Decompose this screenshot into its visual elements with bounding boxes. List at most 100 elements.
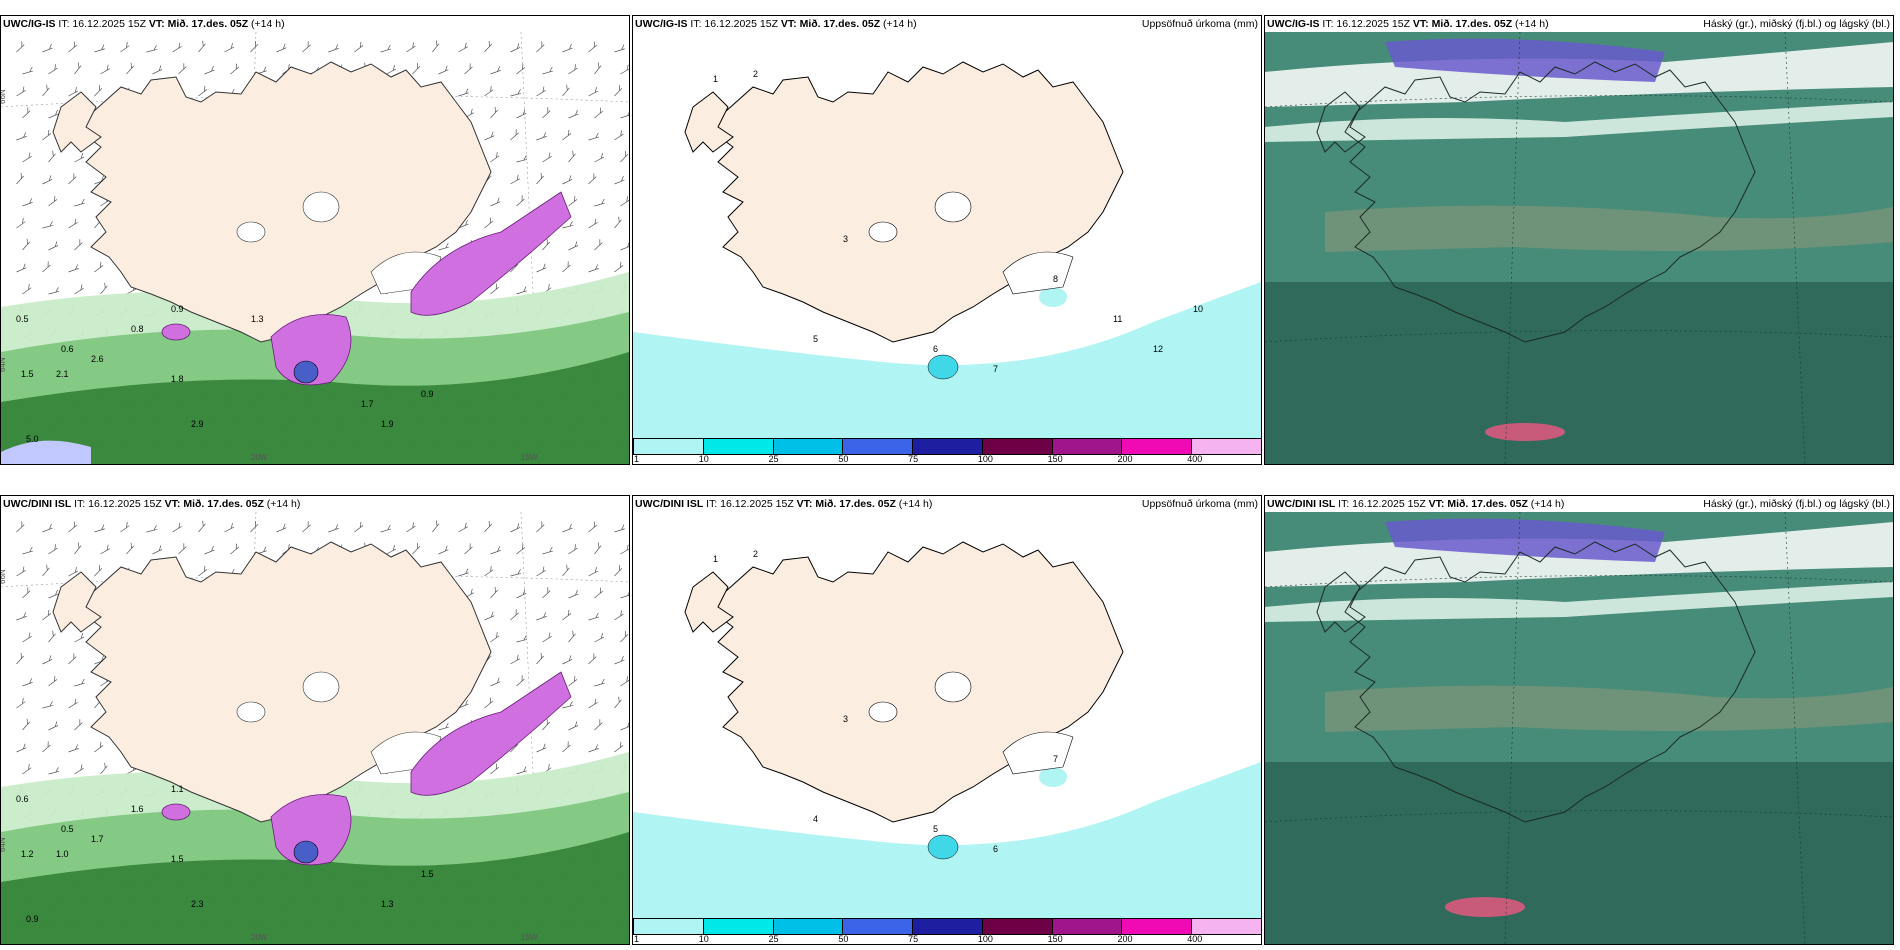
colorbar-tick-label: 100	[977, 934, 993, 944]
precip-value-label: 1.3	[381, 899, 394, 909]
precip-value-label: 1.6	[131, 804, 144, 814]
precip-value-label: 3	[843, 714, 848, 724]
lat-label: 64N	[1, 837, 7, 852]
colorbar-tick-label: 1	[634, 454, 640, 464]
colorbar-swatch	[981, 918, 1053, 935]
precip-value-label: 7	[993, 364, 998, 374]
cloud-cover-map	[1265, 32, 1893, 464]
precip-value-label: 1	[713, 554, 718, 564]
precip-value-label: 10	[1193, 304, 1203, 314]
precip-value-label: 2.9	[191, 419, 204, 429]
precip-value-label: 0.9	[26, 914, 39, 924]
precip-value-label: 2	[753, 69, 758, 79]
wind-precip-map: 0.5 0.6 0.8 0.9 1.5 2.1 2.6 1.8 2.9 5.0 1.9 0.9 1.3 1…	[1, 32, 629, 464]
precip-value-label: 1.7	[361, 399, 374, 409]
colorbar-tick-label: 25	[768, 454, 779, 464]
precip-value-label: 1.5	[421, 869, 434, 879]
precip-value-label: 0.9	[171, 304, 184, 314]
glacier	[236, 701, 266, 723]
colorbar-tick-label: 100	[977, 454, 993, 464]
colorbar-swatch	[633, 918, 704, 935]
precip-colorbar: 1 10 25 50 75 100 150 200 400	[633, 438, 1261, 464]
colorbar-tick-label: 400	[1187, 934, 1203, 944]
colorbar-tick-label: 75	[908, 454, 919, 464]
colorbar-swatch	[1051, 918, 1123, 935]
precip-value-label: 0.5	[16, 314, 29, 324]
panel-wind-precip-ig: UWC/IG-IS IT: 16.12.2025 15Z VT: Mið. 17…	[0, 15, 630, 465]
panel-wind-precip-dini: UWC/DINI ISL IT: 16.12.2025 15Z VT: Mið.…	[0, 495, 630, 945]
precip-value-label: 1.5	[21, 369, 34, 379]
colorbar-swatch	[1191, 438, 1261, 455]
precip-value-label: 1.1	[171, 784, 184, 794]
lon-label: 20W	[251, 933, 268, 942]
precip-colorbar: 1 10 25 50 75 100 150 200 400	[633, 918, 1261, 944]
precip-value-label: 5	[933, 824, 938, 834]
panel-clouds-dini: UWC/DINI ISL IT: 16.12.2025 15Z VT: Mið.…	[1264, 495, 1894, 945]
colorbar-swatch	[912, 918, 983, 935]
precip-value-label: 1.9	[381, 419, 394, 429]
colorbar-swatch	[772, 918, 844, 935]
heavy-precip-cells	[161, 191, 572, 386]
colorbar-tick-label: 10	[698, 454, 709, 464]
precip-value-label: 5	[813, 334, 818, 344]
iceland-land	[1316, 61, 1756, 343]
iceland-land	[1316, 541, 1756, 823]
colorbar-swatch	[702, 918, 774, 935]
precip-value-label: 0.9	[421, 389, 434, 399]
precip-value-label: 2.3	[191, 899, 204, 909]
panel-clouds-ig: UWC/IG-IS IT: 16.12.2025 15Z VT: Mið. 17…	[1264, 15, 1894, 465]
panel-header: UWC/DINI ISL IT: 16.12.2025 15Z VT: Mið.…	[633, 496, 1261, 512]
precip-value-label: 5.0	[26, 434, 39, 444]
panel-header: UWC/IG-IS IT: 16.12.2025 15Z VT: Mið. 17…	[1, 16, 629, 32]
iceland-land	[684, 61, 1124, 343]
colorbar-tick-label: 75	[908, 934, 919, 944]
colorbar-tick-label: 150	[1047, 454, 1063, 464]
colorbar-swatch	[702, 438, 774, 455]
precip-value-label: 1.0	[56, 849, 69, 859]
lat-label: 66N	[1, 89, 7, 104]
glacier	[1002, 251, 1074, 295]
colorbar-swatch	[1121, 438, 1193, 455]
precip-value-label: 3	[843, 234, 848, 244]
glacier	[934, 671, 972, 703]
graticule	[1265, 32, 1893, 464]
cloud-layers	[1265, 32, 1893, 464]
precip-value-label: 2	[753, 549, 758, 559]
precip-core	[293, 840, 319, 864]
precip-value-label: 6	[933, 344, 938, 354]
colorbar-swatch	[772, 438, 844, 455]
glacier	[868, 701, 898, 723]
panel-header: UWC/IG-IS IT: 16.12.2025 15Z VT: Mið. 17…	[1265, 16, 1893, 32]
glacier	[868, 221, 898, 243]
precip-value-label: 0.5	[61, 824, 74, 834]
precip-value-label: 1	[713, 74, 718, 84]
colorbar-tick-label: 200	[1117, 454, 1133, 464]
precip-value-label: 1.3	[251, 314, 264, 324]
colorbar-swatch	[1191, 918, 1261, 935]
glacier	[302, 671, 340, 703]
precip-value-label: 2.1	[56, 369, 69, 379]
panel-header: UWC/DINI ISL IT: 16.12.2025 15Z VT: Mið.…	[1265, 496, 1893, 512]
colorbar-tick-label: 1	[634, 934, 640, 944]
lon-label: 20W	[251, 453, 268, 462]
precip-value-label: 0.8	[131, 324, 144, 334]
lon-label: 15W	[521, 933, 538, 942]
precip-value-label: 1.2	[21, 849, 34, 859]
accum-precip-map: 1 2 3 4 5 6 7	[633, 541, 1261, 944]
precip-value-label: 12	[1153, 344, 1163, 354]
precip-value-label: 1.5	[171, 854, 184, 864]
precip-value-label: 11	[1113, 314, 1122, 324]
heavy-precip-cells	[161, 671, 572, 866]
precip-value-label: 8	[1053, 274, 1058, 284]
precip-value-label: 1.8	[171, 374, 184, 384]
iceland-land	[684, 541, 1124, 823]
precip-value-label: 1.7	[91, 834, 104, 844]
cloud-layers	[1265, 512, 1893, 944]
panel-accum-dini: UWC/DINI ISL IT: 16.12.2025 15Z VT: Mið.…	[632, 495, 1262, 945]
panel-header: UWC/DINI ISL IT: 16.12.2025 15Z VT: Mið.…	[1, 496, 629, 512]
colorbar-tick-label: 400	[1187, 454, 1203, 464]
panel-header: UWC/IG-IS IT: 16.12.2025 15Z VT: Mið. 17…	[633, 16, 1261, 32]
glacier	[236, 221, 266, 243]
glacier	[1002, 731, 1074, 775]
